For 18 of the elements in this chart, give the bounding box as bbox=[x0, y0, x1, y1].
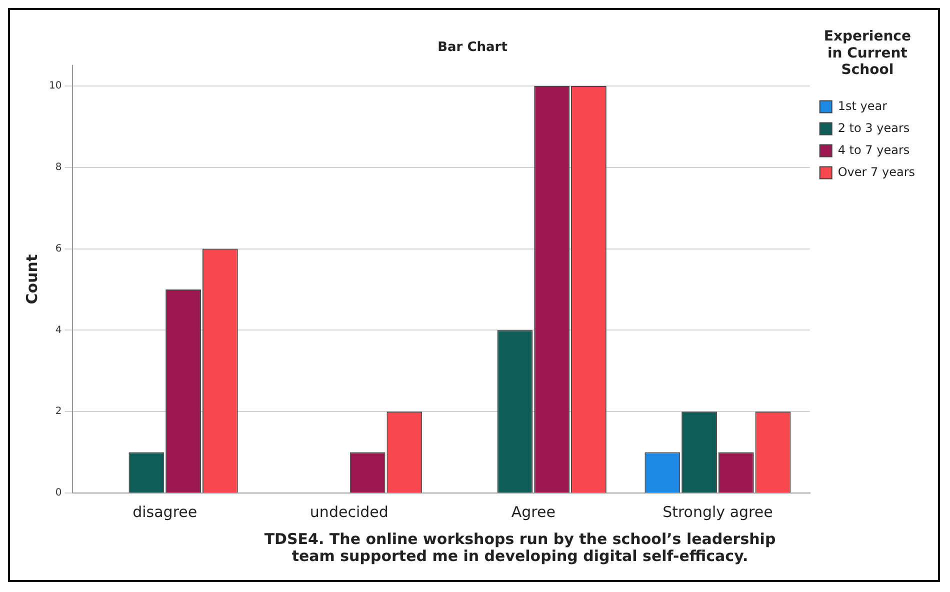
legend-label: 1st year bbox=[838, 98, 888, 113]
y-tick-label: 10 bbox=[48, 80, 62, 92]
y-tick-label: 2 bbox=[55, 406, 62, 418]
y-axis-title: Count bbox=[22, 254, 41, 304]
x-tick-label: disagree bbox=[132, 502, 198, 521]
legend-label: 2 to 3 years bbox=[838, 120, 910, 135]
x-tick-label: Strongly agree bbox=[662, 502, 773, 521]
chart-title: Bar Chart bbox=[438, 40, 508, 56]
legend-title: Experience in Current School bbox=[824, 28, 911, 78]
legend-label: Over 7 years bbox=[838, 164, 916, 179]
x-axis-title: TDSE4. The online workshops run by the school’s leadership team supported me in developing digital self-efficacy. bbox=[263, 530, 777, 565]
legend-label: 4 to 7 years bbox=[838, 142, 910, 157]
y-tick-label: 6 bbox=[55, 243, 62, 254]
y-tick-label: 4 bbox=[55, 324, 62, 336]
x-tick-label: Agree bbox=[511, 502, 556, 521]
x-tick-label: undecided bbox=[310, 502, 388, 521]
y-tick-label: 0 bbox=[55, 488, 62, 499]
y-tick-label: 8 bbox=[55, 162, 62, 173]
